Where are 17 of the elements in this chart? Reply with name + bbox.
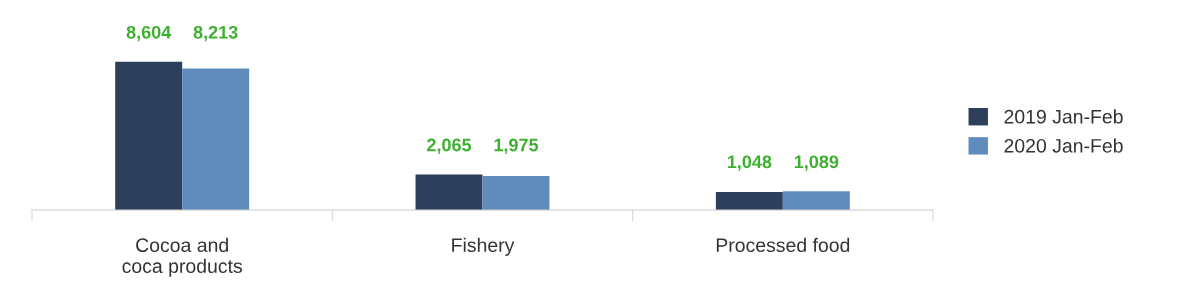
data-label: 1,089 xyxy=(794,155,839,171)
bar xyxy=(782,191,850,210)
x-tick-label: Processed food xyxy=(716,237,850,253)
data-label: 8,213 xyxy=(193,25,238,42)
bar xyxy=(182,68,250,210)
x-tick-label: Cocoa and coca products xyxy=(122,237,242,277)
data-label: 8,604 xyxy=(126,25,172,42)
legend-label: 2020 Jan-Feb xyxy=(1004,138,1123,153)
bar xyxy=(715,191,783,210)
bar xyxy=(415,174,483,210)
x-tick-label: Fishery xyxy=(452,237,515,256)
data-label: 2,065 xyxy=(427,138,472,155)
data-label: 1,048 xyxy=(727,155,772,171)
legend-label: 2019 Jan-Feb xyxy=(1004,109,1123,124)
bar xyxy=(115,61,183,210)
bar xyxy=(482,175,550,210)
data-label: 1,975 xyxy=(494,138,539,155)
